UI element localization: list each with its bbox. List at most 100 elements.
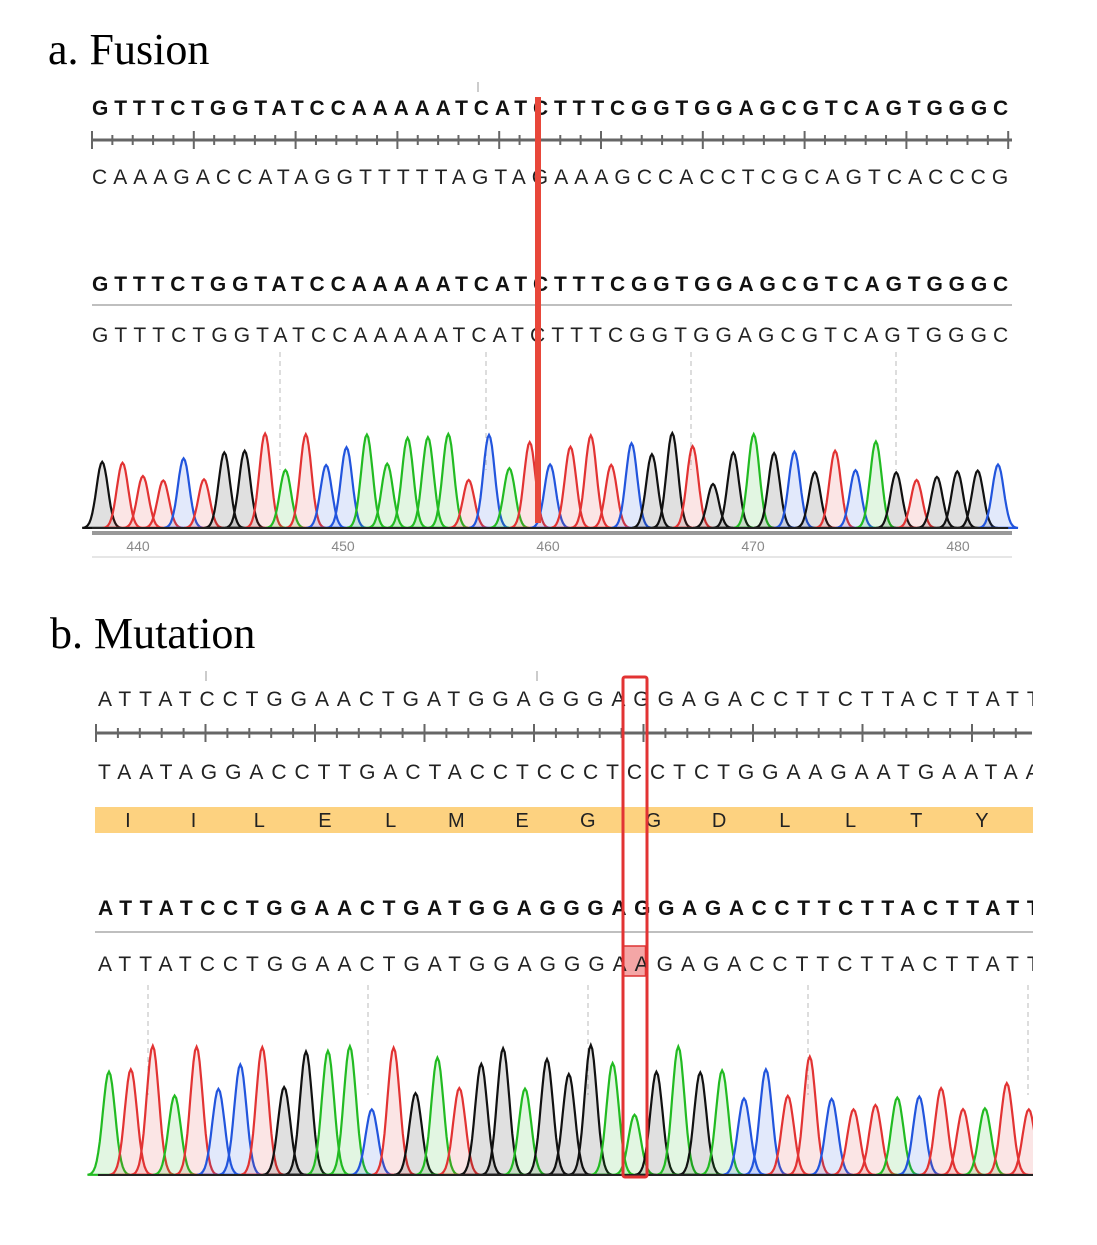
peak [733,431,774,529]
peak [82,459,123,529]
sequence: GTTTCTGGTATCCAAAAATCATCTTTCGGTGGAGCGTCAG… [92,324,1008,347]
peak [122,474,164,529]
peak [678,1070,722,1176]
peak [652,430,693,529]
peak [919,1086,963,1176]
peak [153,1093,197,1176]
peak [941,1107,985,1176]
fusion-marker [535,97,541,523]
peak [262,1084,306,1176]
sequence: GTTTCTGGTATCCAAAAATCATCTTTCGGTGGAGCGTCAG… [92,97,1008,120]
sequence: GTTTCTGGTATCCAAAAATCATCTTTCGGTGGAGCGTCAG… [92,273,1008,296]
peak [875,1095,919,1176]
peak [367,461,408,529]
peak [570,432,612,529]
peak [326,445,367,529]
sequence: ATTATCCTGGAACTGATGGAGGGAGGAGACCTTCTTACTT… [98,688,1040,711]
peak [240,1044,284,1176]
peak [428,431,469,529]
peak [550,444,591,529]
peak [612,1113,657,1176]
amino-acid: D [712,810,726,832]
peak [306,463,347,529]
peak [407,434,449,529]
peak [415,1054,460,1176]
peak [1007,1107,1033,1176]
peak [503,1086,547,1176]
peak [131,1042,175,1176]
peak [87,1069,131,1176]
peak [163,456,204,529]
peak [328,1043,372,1176]
peak [196,1086,241,1176]
peak [459,1061,503,1176]
amino-acid: I [125,810,131,832]
peak [204,450,245,529]
peak [896,478,937,529]
sequence: ATTATCCTGGAACTGATGGAGGGAGGAGACCTTCTTACTT… [98,897,1040,920]
peak [985,1080,1029,1176]
amino-acid: L [254,810,265,832]
panel-title: b. Mutation [50,609,255,658]
peak [306,1047,350,1176]
peak [529,462,571,529]
position-label: 460 [536,538,560,554]
peak [722,1096,766,1176]
peak [916,475,958,529]
peak [937,469,978,529]
peak [855,439,896,529]
peak [835,468,876,529]
peak [448,478,489,529]
peak [437,1085,481,1176]
peak [774,449,815,529]
amino-acid: L [779,810,790,832]
position-label: 470 [741,538,765,554]
position-label: 480 [946,538,970,554]
peak [285,431,326,529]
peak [876,470,917,529]
peak [244,431,286,529]
peak [590,1060,635,1176]
amino-acid: E [318,810,331,832]
amino-acid: T [910,810,922,832]
peak [350,1107,394,1176]
peak [346,432,388,529]
peak [265,468,306,529]
peak [853,1103,898,1176]
peak [713,450,754,529]
peak [218,1061,263,1176]
peak [656,1043,701,1176]
axis-bar [92,531,1012,535]
peak [794,470,835,529]
amino-acid: Y [975,810,988,832]
amino-acid: E [515,810,528,832]
amino-acid: M [448,810,465,832]
peak [509,439,550,529]
peak [102,460,143,529]
peak [744,1066,788,1176]
panel-b: ATTATCCTGGAACTGATGGAGGGAGGAGACCTTCTTACTT… [87,671,1040,1179]
peak [692,482,733,529]
peak [810,1096,854,1176]
peak [387,435,428,529]
amino-acid: G [580,810,596,832]
peak [788,1053,832,1176]
peak [371,1044,416,1176]
peak [284,1048,328,1176]
peak [174,1043,219,1176]
peak [489,466,530,529]
panel-a: GTTTCTGGTATCCAAAAATCATCTTTCGGTGGAGCGTCAG… [82,82,1019,558]
peak [634,1069,679,1176]
amino-acid: L [845,810,856,832]
translation-bar [95,807,1033,833]
peak [183,477,224,529]
peak [143,478,184,529]
position-label: 450 [331,538,355,554]
peak [525,1056,569,1176]
amino-acid: I [191,810,197,832]
sequence: TAATAGGACCTTGACTACCTCCCTCCTCTGGAAGAATGAA… [98,761,1040,784]
panel-title: a. Fusion [48,25,209,74]
position-label: 440 [126,538,150,554]
peak [591,463,632,529]
